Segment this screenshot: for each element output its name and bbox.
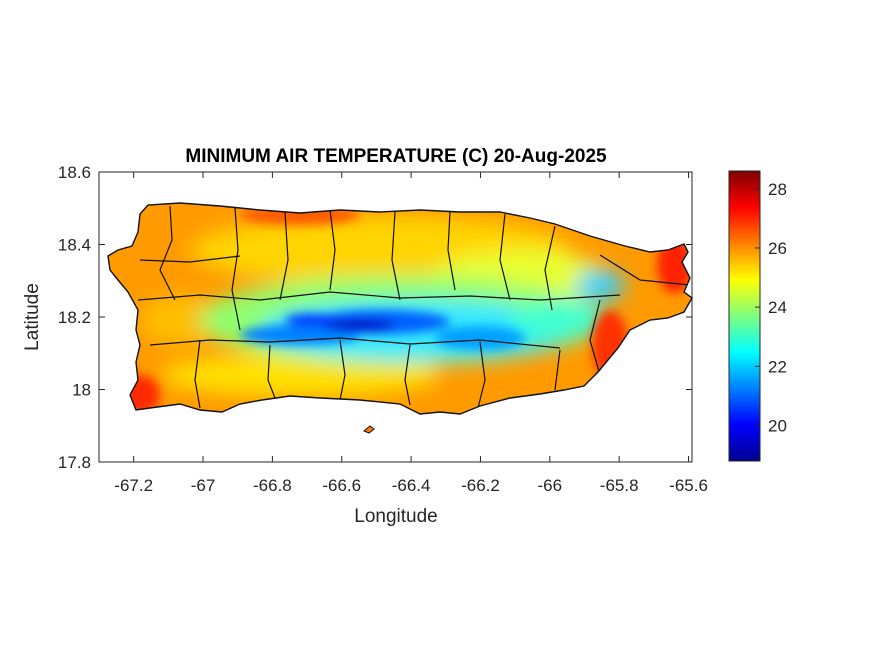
x-tick-label: -66.2 <box>461 476 500 495</box>
x-tick-label: -66.8 <box>253 476 292 495</box>
chart-title: MINIMUM AIR TEMPERATURE (C) 20-Aug-2025 <box>185 146 607 167</box>
x-tick-label: -65.6 <box>669 476 708 495</box>
x-axis-label: Longitude <box>354 506 437 527</box>
y-tick-label: 18.4 <box>58 236 91 255</box>
y-axis: 17.8 18 18.2 18.4 18.6 <box>58 163 692 472</box>
x-tick-label: -67.2 <box>114 476 153 495</box>
x-tick-label: -65.8 <box>600 476 639 495</box>
colorbar-tick-label: 28 <box>768 180 787 199</box>
municipality-borders <box>137 205 691 409</box>
colorbar <box>728 170 761 462</box>
colorbar-tick-label: 24 <box>768 298 787 317</box>
y-axis-label: Latitude <box>22 283 43 351</box>
colorbar-ticks: 20 22 24 26 28 <box>755 180 787 435</box>
caja-de-muertos-island <box>363 425 375 434</box>
x-tick-label: -66.6 <box>322 476 361 495</box>
y-tick-label: 17.8 <box>58 453 91 472</box>
colorbar-tick-label: 20 <box>768 416 787 435</box>
x-tick-label: -66.4 <box>392 476 431 495</box>
colorbar-tick-label: 22 <box>768 357 787 376</box>
x-tick-label: -67 <box>191 476 216 495</box>
x-axis: -67.2 -67 -66.8 -66.6 -66.4 -66.2 -66 -65.8 -65.… <box>114 172 708 495</box>
y-tick-label: 18.6 <box>58 163 91 182</box>
x-tick-label: -66 <box>538 476 563 495</box>
colorbar-tick-label: 26 <box>768 239 787 258</box>
y-tick-label: 18 <box>72 381 91 400</box>
y-tick-label: 18.2 <box>58 308 91 327</box>
island-outline <box>107 202 693 415</box>
temperature-field <box>108 203 692 414</box>
